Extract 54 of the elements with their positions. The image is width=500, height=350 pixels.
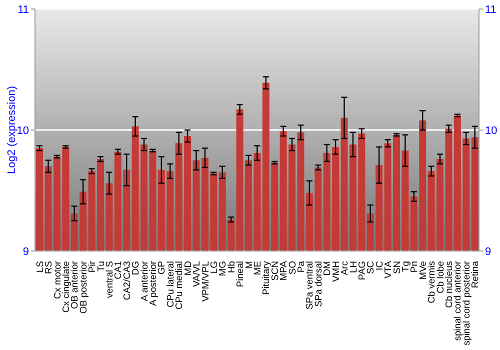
x-tick-label: Arc	[338, 260, 350, 276]
x-tick-label: Cb nucleus	[443, 260, 454, 308]
x-tick-label: LG	[208, 261, 219, 274]
x-tick-label: Pa	[295, 260, 306, 272]
x-tick-label: Pineal	[234, 261, 246, 288]
x-tick-label: spinal cord anterior	[452, 261, 463, 341]
x-tick-label: SPa ventral	[304, 261, 315, 310]
y-axis-title: Log2 (expression)	[6, 86, 18, 174]
x-tick-label: Tg	[400, 261, 410, 272]
x-tick-label: Retina	[469, 260, 480, 288]
x-tick-label: Tu	[94, 261, 106, 272]
x-tick-label: CA2/CA3	[120, 261, 132, 300]
x-tick-label: Hb	[225, 261, 236, 273]
y2-tick-label: 11	[485, 4, 496, 16]
x-tick-label: CPu medial	[173, 261, 184, 310]
x-tick-label: IC	[373, 260, 384, 270]
x-tick-label: M	[242, 260, 254, 269]
x-tick-label: GP	[156, 261, 167, 275]
x-tick-label: VTA	[382, 260, 394, 279]
x-tick-label: VA/VL	[190, 261, 202, 287]
x-tick-label: PAG	[356, 261, 367, 280]
x-tick-label: SN	[390, 261, 402, 274]
x-tick-label: RS	[42, 261, 54, 274]
x-tick-label: MPA	[278, 260, 289, 281]
x-tick-label: MG	[216, 261, 228, 276]
x-tick-label: Cb lobe	[434, 261, 446, 294]
x-tick-label: OB posterior	[77, 261, 88, 314]
x-tick-label: LS	[34, 261, 45, 272]
x-tick-label: A anterior	[138, 261, 150, 302]
y2-tick-label: 10	[485, 124, 498, 137]
x-tick-label: MVe	[416, 261, 428, 280]
x-tick-label: SC	[364, 260, 376, 274]
y-tick-label: 9	[22, 246, 29, 258]
x-tick-label: ME	[252, 261, 262, 276]
x-tick-label: Pir	[86, 261, 98, 272]
y2-tick-label: 9	[485, 246, 492, 258]
x-tick-label: LH	[347, 261, 358, 273]
x-tick-label: Pituitary	[260, 260, 272, 295]
x-tick-label: A posterior	[147, 261, 158, 306]
x-tick-label: SPa dorsal	[312, 261, 324, 307]
x-tick-label: DM	[321, 260, 332, 276]
x-tick-label: CPu lateral	[164, 261, 176, 308]
x-tick-label: DG	[130, 261, 141, 276]
x-tick-label: VPM/VPL	[199, 261, 210, 302]
x-tick-label: ventral S	[104, 261, 114, 298]
y-tick-label: 11	[18, 4, 29, 16]
x-tick-label: CA1	[112, 261, 124, 280]
x-tick-label: SO	[286, 261, 298, 275]
y-tick-label: 10	[16, 124, 29, 137]
x-tick-label: MD	[182, 260, 193, 276]
x-tick-label: VMH	[330, 261, 341, 282]
x-tick-label: Cx motor	[51, 261, 62, 300]
x-tick-label: Cb vermis	[426, 260, 437, 304]
x-tick-label: Cx cingulate	[60, 261, 71, 313]
